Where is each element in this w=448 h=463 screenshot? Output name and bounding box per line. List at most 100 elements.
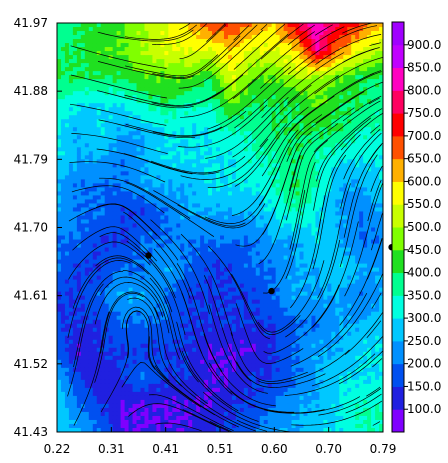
heatmap-cell [132, 107, 138, 112]
heatmap-cell [144, 63, 150, 68]
heatmap-cell [355, 167, 360, 172]
heatmap-cell [76, 143, 82, 148]
heatmap-cell [235, 71, 241, 76]
heatmap-cell [192, 199, 197, 205]
heatmap-cell [359, 243, 364, 249]
heatmap-cell [156, 35, 161, 40]
heatmap-cell [235, 235, 241, 241]
heatmap-cell [271, 171, 277, 176]
heatmap-cell [371, 191, 376, 197]
heatmap-cell [239, 99, 245, 104]
heatmap-cell [323, 155, 328, 160]
heatmap-cell [160, 231, 165, 237]
heatmap-cell [176, 63, 181, 68]
heatmap-cell [184, 103, 189, 108]
heatmap-cell [259, 99, 265, 104]
heatmap-cell [176, 231, 181, 237]
heatmap-cell [116, 123, 122, 128]
heatmap-cell [263, 79, 269, 84]
heatmap-cell [140, 111, 146, 116]
heatmap-cell [315, 47, 320, 52]
heatmap-cell [271, 71, 277, 76]
heatmap-cell [124, 27, 130, 32]
heatmap-cell [128, 207, 134, 213]
heatmap-cell [295, 75, 301, 80]
heatmap-cell [315, 131, 320, 136]
heatmap-cell [112, 99, 118, 104]
heatmap-cell [76, 155, 82, 160]
heatmap-cell [204, 187, 209, 193]
heatmap-cell [283, 259, 289, 265]
heatmap-cell [200, 55, 205, 60]
heatmap-cell [136, 159, 142, 164]
heatmap-cell [57, 39, 62, 44]
heatmap-cell [307, 31, 313, 36]
heatmap-cell [136, 139, 142, 144]
heatmap-cell [156, 167, 161, 172]
heatmap-cell [84, 183, 90, 188]
heatmap-cell [359, 71, 364, 76]
heatmap-cell [335, 243, 340, 249]
heatmap-cell [287, 179, 293, 184]
heatmap-cell [243, 55, 249, 60]
heatmap-cell [168, 39, 173, 44]
heatmap-cell [152, 147, 157, 152]
heatmap-cell [287, 67, 293, 72]
heatmap-cell [112, 223, 118, 229]
heatmap-cell [204, 71, 209, 76]
heatmap-cell [363, 187, 368, 193]
heatmap-cell [251, 23, 257, 28]
heatmap-cell [259, 131, 265, 136]
heatmap-cell [327, 207, 332, 213]
heatmap-cell [76, 207, 82, 213]
heatmap-cell [315, 215, 320, 221]
heatmap-cell [283, 111, 289, 116]
heatmap-cell [152, 211, 157, 217]
heatmap-cell [239, 35, 245, 40]
heatmap-cell [343, 35, 348, 40]
heatmap-cell [80, 95, 86, 100]
heatmap-cell [279, 119, 285, 124]
heatmap-cell [379, 175, 383, 180]
heatmap-cell [283, 75, 289, 80]
heatmap-cell [323, 167, 328, 172]
heatmap-cell [108, 163, 114, 168]
heatmap-cell [231, 167, 237, 172]
heatmap-cell [116, 183, 122, 188]
heatmap-cell [120, 79, 126, 84]
heatmap-cell [299, 171, 305, 176]
heatmap-cell [128, 63, 134, 68]
heatmap-cell [243, 95, 249, 100]
heatmap-cell [351, 147, 356, 152]
heatmap-cell [271, 159, 277, 164]
heatmap-cell [92, 239, 98, 245]
heatmap-cell [287, 111, 293, 116]
heatmap-cell [76, 83, 82, 88]
heatmap-cell [371, 235, 376, 241]
heatmap-cell [243, 131, 249, 136]
heatmap-cell [367, 39, 372, 44]
heatmap-cell [287, 95, 293, 100]
heatmap-cell [339, 139, 344, 144]
heatmap-cell [315, 227, 320, 233]
heatmap-cell [371, 39, 376, 44]
heatmap-cell [76, 247, 82, 253]
heatmap-cell [263, 123, 269, 128]
heatmap-cell [172, 139, 177, 144]
heatmap-cell [359, 111, 364, 116]
heatmap-cell [160, 159, 165, 164]
heatmap-cell [220, 139, 225, 144]
heatmap-cell [72, 71, 78, 76]
heatmap-cell [259, 195, 265, 201]
heatmap-cell [136, 203, 142, 209]
heatmap-cell [100, 175, 106, 180]
heatmap-cell [116, 107, 122, 112]
heatmap-cell [144, 139, 150, 144]
heatmap-cell [347, 155, 352, 160]
heatmap-cell [331, 131, 336, 136]
heatmap-cell [343, 175, 348, 180]
heatmap-cell [227, 211, 233, 217]
heatmap-cell [68, 195, 74, 201]
heatmap-cell [291, 119, 297, 124]
heatmap-cell [259, 111, 265, 116]
